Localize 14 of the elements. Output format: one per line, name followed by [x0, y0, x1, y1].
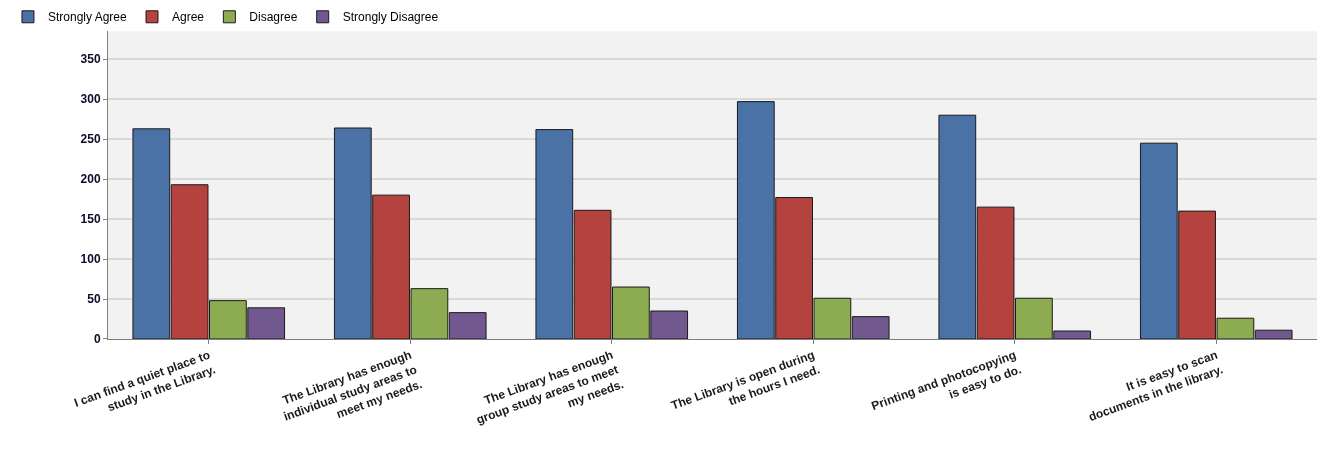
x-tick-label: The Library is open during the hours I need. [669, 347, 822, 413]
y-tick-label: 300 [80, 92, 101, 107]
y-tick-label: 200 [80, 172, 101, 187]
legend-label: Disagree [249, 10, 298, 25]
legend-label: Strongly Disagree [342, 10, 439, 25]
y-tick-label: 0 [93, 332, 101, 347]
y-tick-label: 350 [80, 52, 101, 67]
x-tick-label: I can find a quiet place to study in the Library. [72, 347, 218, 415]
legend-label: Strongly Agree [47, 10, 127, 25]
y-tick-label: 250 [80, 132, 101, 147]
legend-label: Agree [172, 10, 205, 25]
y-tick-label: 50 [87, 292, 101, 307]
y-tick-label: 100 [80, 252, 101, 267]
y-tick-label: 150 [80, 212, 101, 227]
